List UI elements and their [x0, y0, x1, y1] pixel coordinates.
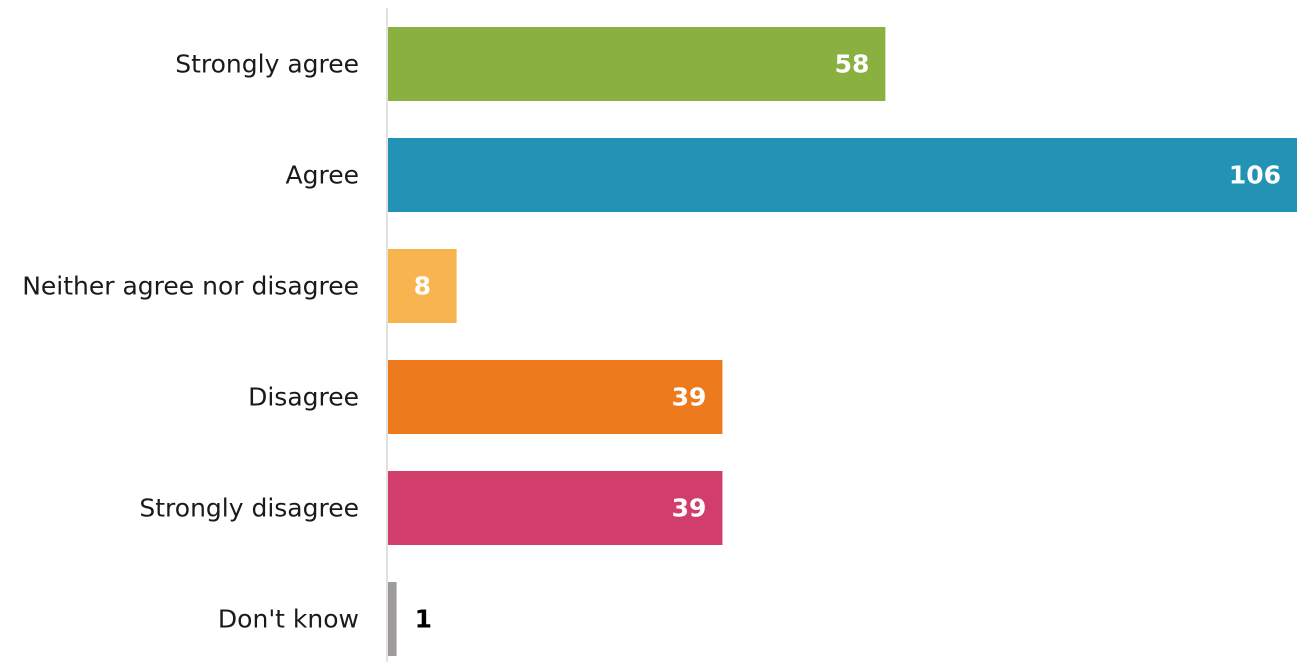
value-label-strongly-disagree: 39 [672, 494, 707, 523]
value-label-strongly-agree: 58 [835, 50, 870, 79]
value-label-disagree: 39 [672, 383, 707, 412]
bar-agree [388, 138, 1297, 212]
labels-layer: Strongly agree 58 Agree 106 Neither agree no… [22, 50, 1281, 634]
category-label-don-t-know: Don't know [218, 605, 359, 634]
category-label-disagree: Disagree [248, 383, 359, 412]
value-label-don-t-know: 1 [415, 605, 432, 634]
category-label-neither-agree-nor-disagree: Neither agree nor disagree [22, 272, 359, 301]
bar-strongly-agree [388, 27, 885, 101]
value-label-neither-agree-nor-disagree: 8 [414, 272, 431, 301]
bar-don-t-know [388, 582, 397, 656]
category-label-agree: Agree [286, 161, 359, 190]
category-label-strongly-disagree: Strongly disagree [139, 494, 359, 523]
category-label-strongly-agree: Strongly agree [175, 50, 359, 79]
value-label-agree: 106 [1229, 161, 1281, 190]
bars-layer [388, 27, 1297, 656]
